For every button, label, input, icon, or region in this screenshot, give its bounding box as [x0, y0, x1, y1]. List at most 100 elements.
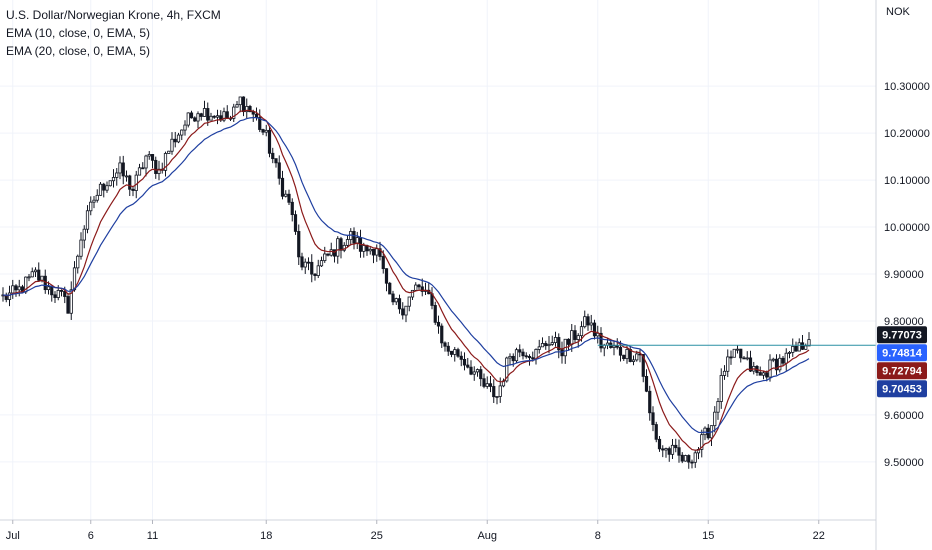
- candle: [306, 257, 311, 271]
- candle-body: [774, 358, 779, 371]
- candle: [583, 310, 587, 329]
- candle-body: [713, 411, 717, 427]
- candle: [170, 132, 174, 155]
- candle-body: [664, 448, 668, 451]
- candle-body: [144, 155, 148, 169]
- candle-body: [352, 231, 356, 244]
- candle-body: [469, 366, 473, 375]
- candle: [368, 247, 372, 255]
- candle-body: [735, 348, 740, 351]
- candle: [794, 341, 798, 352]
- candle-body: [573, 330, 577, 340]
- candle-body: [394, 298, 398, 303]
- candle-body: [66, 296, 70, 314]
- candle: [547, 335, 551, 354]
- x-tick-label: Jul: [6, 530, 20, 542]
- candle-body: [69, 289, 73, 314]
- candle: [310, 254, 314, 283]
- candle: [739, 348, 743, 363]
- candle-body: [355, 237, 359, 244]
- candle: [436, 315, 441, 334]
- candle: [440, 323, 444, 348]
- candle: [355, 231, 359, 249]
- candle: [108, 180, 112, 187]
- candle-body: [11, 285, 15, 294]
- candle: [661, 445, 665, 458]
- candle: [700, 429, 704, 458]
- candle-body: [248, 106, 252, 113]
- candle-body: [485, 383, 489, 387]
- candle-body: [76, 255, 80, 269]
- candle-body: [511, 355, 515, 362]
- candle: [345, 235, 350, 248]
- candle: [677, 439, 681, 463]
- candle: [258, 109, 262, 133]
- candle-body: [482, 378, 486, 387]
- candle: [566, 338, 571, 351]
- candle: [82, 225, 86, 249]
- candle: [472, 366, 476, 381]
- candle: [397, 294, 402, 314]
- candle-body: [417, 284, 421, 288]
- candle: [4, 292, 8, 303]
- candle: [196, 111, 200, 129]
- y-tick-label: 10.20000: [884, 128, 930, 140]
- candle: [687, 454, 691, 469]
- candle-body: [488, 383, 493, 387]
- candle: [557, 333, 561, 359]
- candle-body: [703, 427, 707, 436]
- candle-body: [505, 357, 509, 382]
- candle: [225, 105, 229, 119]
- candle: [693, 449, 697, 468]
- candle-body: [459, 355, 463, 360]
- candle-body: [85, 210, 90, 230]
- candle-body: [742, 357, 746, 360]
- candle-body: [771, 358, 775, 361]
- candle-body: [781, 357, 785, 364]
- candle-body: [167, 150, 171, 154]
- price-badge-label: 9.74814: [882, 348, 923, 360]
- candle-body: [391, 293, 395, 303]
- candle: [732, 348, 736, 358]
- candle-body: [131, 188, 135, 191]
- candle: [648, 385, 652, 421]
- candle: [388, 281, 392, 295]
- x-tick-label: 18: [260, 530, 272, 542]
- candle-body: [206, 108, 210, 121]
- candle: [173, 131, 177, 148]
- candle: [293, 210, 298, 235]
- y-tick-label: 9.80000: [884, 316, 924, 328]
- candle-body: [680, 454, 684, 462]
- candle-body: [667, 448, 671, 455]
- ema-20-label: EMA (20, close, 0, EMA, 5): [6, 44, 151, 58]
- candle-body: [420, 286, 424, 292]
- chart-legend: U.S. Dollar/Norwegian Krone, 4h, FXCM EM…: [6, 6, 221, 60]
- candle: [495, 396, 499, 405]
- candle-body: [176, 134, 181, 143]
- candles: [1, 96, 811, 469]
- candle-body: [196, 113, 200, 122]
- candle-body: [544, 343, 548, 347]
- candle-body: [768, 359, 772, 378]
- candle-body: [300, 256, 304, 268]
- candle-body: [362, 245, 366, 252]
- candle-body: [287, 193, 291, 203]
- candle: [378, 241, 382, 261]
- candle-body: [508, 355, 512, 359]
- candle-body: [407, 296, 411, 307]
- candle: [644, 369, 649, 393]
- candle-body: [446, 345, 450, 352]
- candle: [27, 273, 31, 282]
- candle-body: [693, 452, 697, 463]
- candle-body: [570, 330, 574, 345]
- candle: [537, 339, 541, 354]
- candle-body: [280, 177, 285, 197]
- candle-body: [215, 115, 220, 118]
- candle: [774, 354, 779, 375]
- candle-body: [27, 276, 31, 279]
- candle-body: [79, 239, 83, 257]
- candle: [586, 313, 590, 331]
- candle-body: [43, 275, 47, 291]
- candle-body: [479, 369, 483, 380]
- x-tick-label: 11: [147, 530, 158, 542]
